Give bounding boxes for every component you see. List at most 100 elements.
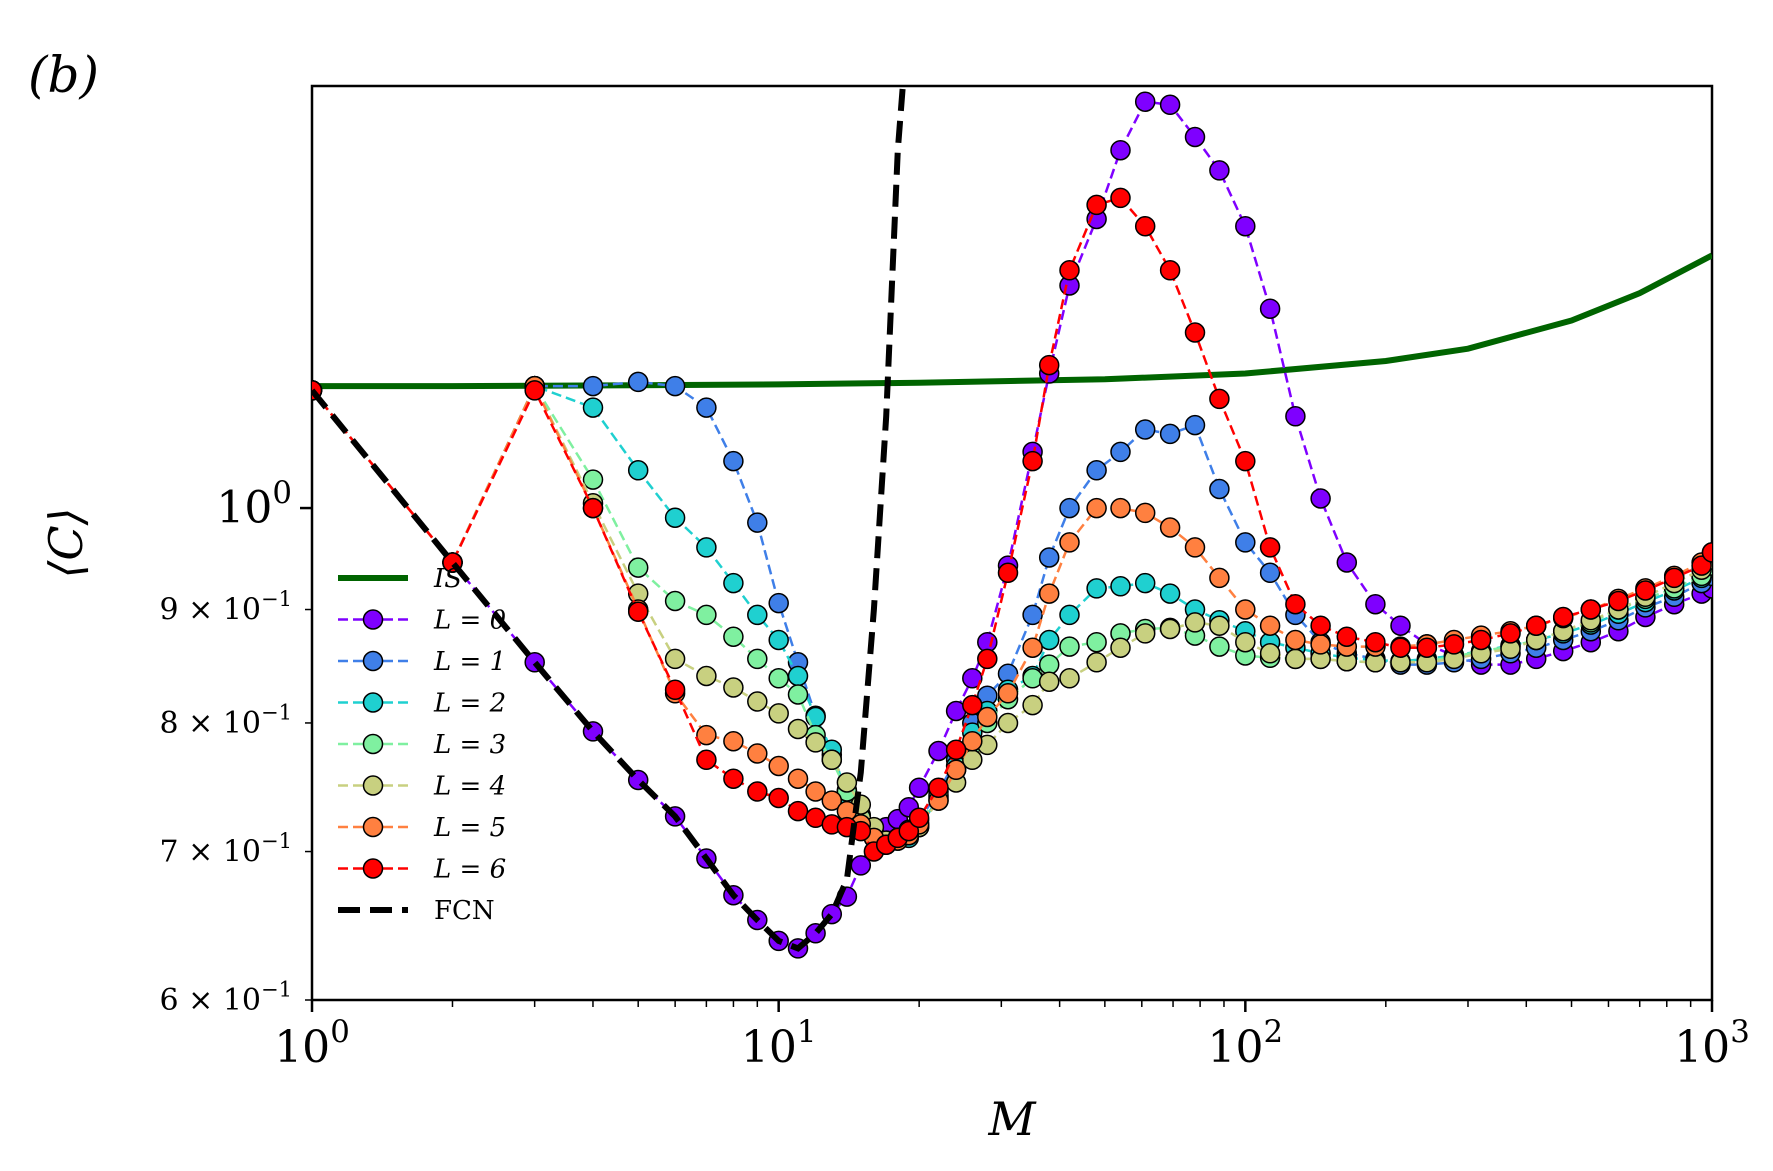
legend-entry: L = 1 — [338, 647, 506, 677]
data-point — [696, 749, 717, 771]
data-point — [945, 759, 967, 781]
series-l-6 — [312, 187, 1712, 862]
data-point — [1184, 126, 1206, 148]
data-point — [1285, 629, 1306, 651]
y-axis-ticks: 6 × 10−1 7 × 10−1 8 × 10−1 9 × 10−1 100 — [160, 475, 312, 1018]
data-point — [627, 371, 649, 393]
legend-marker — [362, 733, 384, 755]
x-axis-ticks: 100 101 102 103 — [274, 1000, 1750, 1073]
data-point — [1525, 615, 1547, 636]
data-point — [1110, 576, 1131, 597]
data-point — [1059, 636, 1080, 657]
data-point — [768, 629, 789, 651]
legend: IS L = 0 L = 1 L = 2 L = 3 L = 4 L = 5 L = 6 FCN — [338, 564, 506, 926]
data-point — [1159, 583, 1181, 604]
data-point — [787, 718, 809, 740]
data-point — [1235, 215, 1256, 237]
data-point — [1038, 671, 1060, 692]
data-point — [1336, 626, 1358, 647]
data-point — [1235, 631, 1256, 653]
series-line — [312, 100, 1712, 950]
data-point — [664, 679, 686, 701]
data-point — [962, 730, 983, 752]
data-point — [1235, 450, 1256, 472]
data-point — [627, 601, 649, 622]
data-point — [997, 562, 1019, 584]
data-point — [582, 469, 604, 490]
data-point — [1134, 623, 1156, 644]
legend-label: L = 2 — [433, 689, 506, 719]
data-point — [1416, 637, 1438, 658]
data-point — [1209, 567, 1230, 589]
x-axis-label: M — [987, 1092, 1037, 1146]
data-point — [1038, 583, 1060, 604]
data-point — [696, 665, 717, 687]
series-line — [312, 380, 1712, 845]
data-point — [836, 772, 858, 793]
data-point — [1285, 593, 1306, 615]
data-point — [627, 460, 649, 481]
legend-marker — [362, 609, 384, 630]
y-axis-label: ⟨C⟩ — [39, 507, 93, 578]
data-point — [787, 684, 809, 705]
series-line — [312, 252, 1712, 390]
data-point — [1159, 94, 1181, 116]
data-point — [928, 777, 949, 798]
data-point — [1310, 615, 1331, 636]
x-tick-label: 102 — [1208, 1014, 1284, 1073]
legend-entry: FCN — [338, 896, 495, 926]
legend-label: FCN — [434, 896, 495, 926]
x-tick-label: 100 — [274, 1014, 350, 1073]
data-point — [1310, 488, 1331, 509]
data-point — [1390, 615, 1411, 636]
legend-label: L = 0 — [433, 606, 506, 636]
data-point — [747, 743, 768, 764]
series-layer — [312, 86, 1712, 959]
data-point — [723, 450, 744, 472]
data-point — [664, 375, 686, 397]
legend-label: L = 3 — [433, 730, 506, 760]
data-point — [1159, 517, 1181, 538]
data-point — [1701, 542, 1712, 563]
x-tick-label: 103 — [1674, 1014, 1750, 1073]
data-point — [1443, 634, 1465, 655]
series-l-2 — [312, 375, 1712, 855]
data-point — [997, 712, 1019, 734]
data-point — [747, 648, 768, 670]
data-point — [1184, 414, 1206, 436]
data-point — [664, 648, 686, 670]
legend-label: L = 4 — [433, 772, 506, 802]
data-point — [1285, 648, 1306, 670]
data-point — [723, 626, 744, 647]
data-point — [1259, 537, 1281, 558]
data-point — [1285, 406, 1306, 427]
series-fcn — [312, 86, 906, 952]
data-point — [1038, 654, 1060, 675]
data-point — [1209, 388, 1230, 410]
series-line — [312, 196, 1712, 854]
data-point — [664, 590, 686, 612]
legend-entry: L = 6 — [338, 855, 506, 885]
x-tick-label: 101 — [741, 1014, 817, 1073]
data-point — [768, 755, 789, 777]
series-l-1 — [312, 371, 1712, 854]
series-line — [312, 383, 1712, 842]
data-point — [1059, 604, 1080, 626]
y-tick-label: 6 × 10−1 — [160, 977, 292, 1018]
data-point — [1134, 91, 1156, 112]
data-point — [1470, 629, 1492, 651]
data-point — [1159, 260, 1181, 281]
data-point — [1086, 631, 1107, 653]
data-point — [997, 683, 1019, 704]
series-l-5 — [312, 375, 1712, 855]
series-line — [312, 86, 906, 952]
data-point — [821, 790, 843, 811]
data-point — [723, 572, 744, 594]
data-point — [747, 604, 768, 626]
data-point — [805, 732, 826, 753]
data-point — [1022, 637, 1043, 658]
data-point — [1159, 423, 1181, 445]
data-point — [1086, 194, 1107, 216]
data-point — [768, 703, 789, 724]
data-point — [1110, 637, 1131, 658]
